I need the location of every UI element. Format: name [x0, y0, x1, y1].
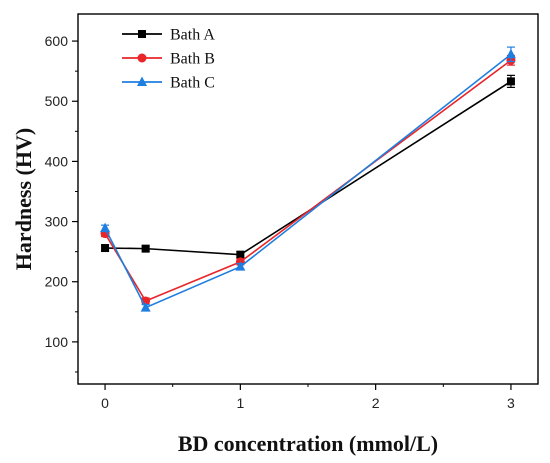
x-tick-label: 0 [101, 395, 109, 411]
series-line [104, 53, 512, 309]
x-tick-label: 2 [372, 395, 380, 411]
data-point [506, 77, 515, 86]
y-tick-label: 200 [45, 274, 69, 290]
data-point [141, 244, 150, 253]
x-tick-label: 3 [507, 395, 515, 411]
series-line [105, 80, 512, 256]
legend-label: Bath C [170, 75, 215, 92]
y-axis-title: Hardness (HV) [11, 128, 36, 270]
legend-marker [137, 53, 147, 63]
data-point [235, 261, 246, 271]
series-1 [100, 54, 516, 306]
legend-label: Bath A [170, 27, 215, 44]
y-tick-label: 600 [45, 33, 69, 49]
legend-item: Bath A [122, 27, 215, 44]
legend: Bath A Bath B Bath C [122, 27, 215, 92]
legend-item: Bath B [122, 51, 215, 68]
data-point [140, 302, 151, 312]
data-point [236, 250, 245, 259]
y-tick-label: 500 [45, 93, 69, 109]
legend-marker [138, 30, 146, 38]
x-tick-label: 1 [236, 395, 244, 411]
x-axis-title: BD concentration (mmol/L) [178, 431, 438, 456]
data-point [505, 48, 516, 59]
y-tick-label: 100 [45, 334, 69, 350]
legend-marker [137, 76, 147, 86]
data-point [101, 244, 110, 253]
series-line [104, 59, 512, 302]
series-group [100, 46, 516, 312]
data-point [100, 222, 111, 233]
plot-frame [77, 13, 539, 385]
axes-frame [77, 13, 539, 385]
y-tick-label: 400 [45, 153, 69, 169]
legend-label: Bath B [170, 51, 215, 68]
series-0 [101, 74, 515, 259]
y-tick-label: 300 [45, 214, 69, 230]
series-2 [100, 46, 516, 312]
legend-item: Bath C [122, 75, 215, 92]
axis-ticks: 0 1 2 3 100 200 300 400 500 600 [45, 33, 515, 411]
